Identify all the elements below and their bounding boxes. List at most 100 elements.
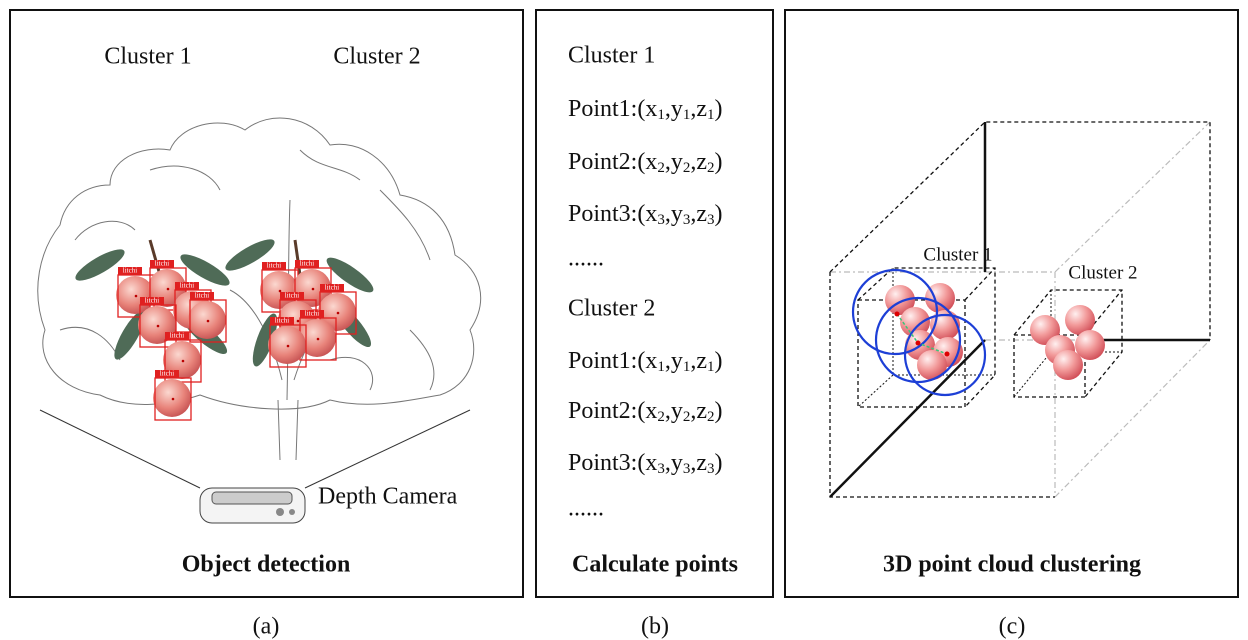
coordinate-text: Point2:(x — [568, 149, 657, 175]
detection-label: litchi — [285, 292, 299, 300]
cluster-label: Cluster 1 — [923, 244, 992, 265]
coordinate-text: ) — [715, 201, 723, 227]
center-dot — [287, 345, 290, 348]
point-coordinates: Point1:(x1,y1,z1) — [568, 348, 723, 376]
bounding-space — [830, 122, 1210, 497]
subscript: 1 — [707, 359, 715, 375]
subscript: 1 — [683, 359, 691, 375]
panel-title: Calculate points — [572, 552, 738, 578]
point-sphere — [917, 350, 947, 380]
center-dot — [182, 360, 185, 363]
center-dot — [135, 295, 138, 298]
coordinate-text: ,y — [665, 348, 683, 374]
lychee — [268, 326, 306, 364]
subscript: 2 — [657, 409, 665, 425]
fov-line — [305, 410, 470, 488]
center-dot — [279, 290, 282, 293]
subscript: 1 — [657, 107, 665, 123]
coordinate-text: ) — [715, 398, 723, 424]
subscript: 2 — [683, 409, 691, 425]
subscript: 2 — [707, 409, 715, 425]
subscript: 3 — [707, 212, 715, 228]
point-coordinates: Point3:(x3,y3,z3) — [568, 450, 723, 478]
camera-label: Depth Camera — [318, 484, 458, 510]
subscript: 3 — [657, 461, 665, 477]
subscript: 3 — [683, 212, 691, 228]
center-dot — [207, 320, 210, 323]
center-dot — [317, 338, 320, 341]
point-coordinates: Point2:(x2,y2,z2) — [568, 149, 723, 177]
panel-title: Object detection — [182, 552, 351, 578]
subscript: 2 — [707, 160, 715, 176]
center-dot — [157, 325, 160, 328]
point-sphere — [1053, 350, 1083, 380]
coordinate-text: ) — [715, 149, 723, 175]
coordinate-text: Point1:(x — [568, 96, 657, 122]
tree-outline — [38, 118, 481, 460]
ellipsis: ...... — [568, 496, 604, 522]
detection-label: litchi — [180, 282, 194, 290]
coordinate-text: ,z — [690, 450, 707, 476]
subscript: 3 — [707, 461, 715, 477]
leaf — [72, 244, 128, 286]
detection-label: litchi — [305, 310, 319, 318]
coordinate-text: Point1:(x — [568, 348, 657, 374]
caption: (c) — [999, 614, 1026, 640]
lychee-clusters: litchilitchilitchilitchilitchilitchilitc… — [72, 234, 378, 420]
subscript: 1 — [657, 359, 665, 375]
coordinate-text: ,y — [665, 201, 683, 227]
detection-label: litchi — [123, 267, 137, 275]
coordinate-text: ,z — [690, 348, 707, 374]
detection-label: litchi — [267, 262, 281, 270]
coordinate-text: ,z — [690, 96, 707, 122]
lychee — [188, 301, 226, 339]
detection-label: litchi — [325, 284, 339, 292]
coordinate-text: ,y — [665, 96, 683, 122]
center-dot — [167, 288, 170, 291]
ellipsis: ...... — [568, 246, 604, 272]
point-coordinates: Point2:(x2,y2,z2) — [568, 398, 723, 426]
detection-label: litchi — [195, 292, 209, 300]
detection-label: litchi — [300, 260, 314, 268]
subscript: 1 — [683, 107, 691, 123]
subscript: 2 — [683, 160, 691, 176]
cluster-label: Cluster 1 — [104, 44, 191, 70]
depth-camera — [200, 488, 305, 523]
detection-label: litchi — [160, 370, 174, 378]
point-coordinates: Point1:(x1,y1,z1) — [568, 96, 723, 124]
coordinate-text: ) — [715, 450, 723, 476]
center-dot — [337, 312, 340, 315]
caption: (b) — [641, 614, 669, 640]
detection-label: litchi — [155, 260, 169, 268]
coordinate-text: Point3:(x — [568, 450, 657, 476]
panel-title: 3D point cloud clustering — [883, 552, 1141, 578]
coordinate-text: Point2:(x — [568, 398, 657, 424]
cluster-label: Cluster 2 — [1068, 262, 1137, 283]
center-dot — [172, 398, 175, 401]
cluster-label: Cluster 2 — [333, 44, 420, 70]
center-dot — [312, 288, 315, 291]
point-list: Cluster 1Point1:(x1,y1,z1)Point2:(x2,y2,… — [568, 43, 723, 522]
subscript: 3 — [683, 461, 691, 477]
detection-label: litchi — [145, 297, 159, 305]
coordinate-text: ,z — [690, 201, 707, 227]
detection-label: litchi — [170, 332, 184, 340]
detection-label: litchi — [275, 317, 289, 325]
coordinate-text: ) — [715, 96, 723, 122]
cluster-title: Cluster 2 — [568, 296, 655, 322]
cluster-title: Cluster 1 — [568, 43, 655, 69]
subscript: 2 — [657, 160, 665, 176]
subscript: 1 — [707, 107, 715, 123]
caption: (a) — [253, 614, 280, 640]
point-coordinates: Point3:(x3,y3,z3) — [568, 201, 723, 229]
lychee — [153, 379, 191, 417]
fov-line — [40, 410, 200, 488]
subscript: 3 — [657, 212, 665, 228]
figure: litchilitchilitchilitchilitchilitchilitc… — [0, 0, 1248, 640]
coordinate-text: ,z — [690, 149, 707, 175]
coordinate-text: ,y — [665, 398, 683, 424]
coordinate-text: ,y — [665, 450, 683, 476]
coordinate-text: ,z — [690, 398, 707, 424]
center-dot — [297, 320, 300, 323]
coordinate-text: ) — [715, 348, 723, 374]
